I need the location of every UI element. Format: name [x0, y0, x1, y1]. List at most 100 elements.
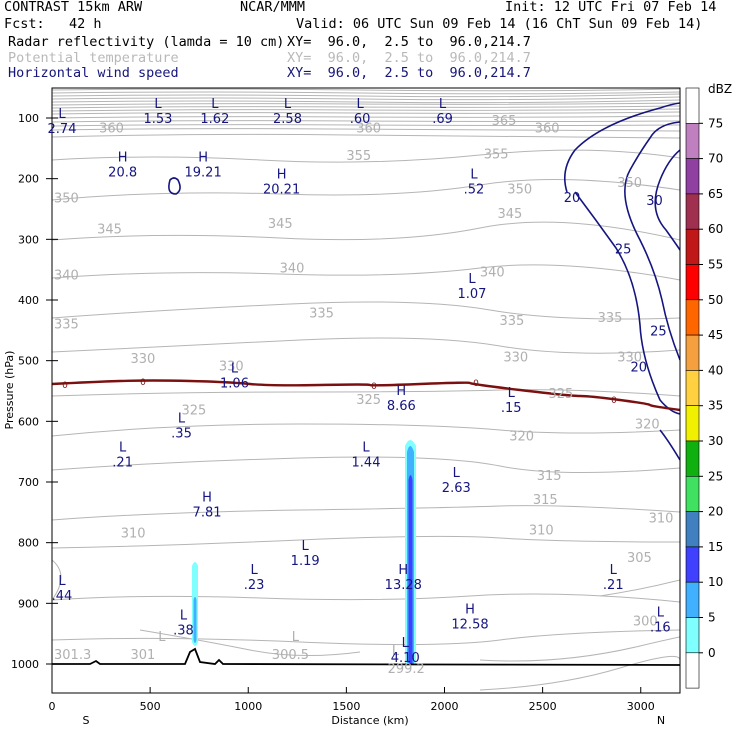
wind-extremum-type: L — [178, 411, 186, 426]
zero-line-label: 0 — [371, 382, 377, 392]
wind-extremum-type: L — [468, 272, 476, 287]
wind-extremum: L1.53 — [143, 97, 172, 127]
wind-extremum-value: .38 — [173, 624, 194, 639]
wind-extremum-value: 1.07 — [457, 287, 486, 302]
theta-label: 305 — [627, 551, 652, 566]
theta-label: 355 — [484, 147, 509, 162]
wind-extremum-type: H — [396, 384, 406, 399]
colorbar-label: 35 — [708, 399, 723, 413]
wind-extremum-value: 7.81 — [193, 505, 222, 520]
wind-extremum-type: L — [119, 441, 127, 456]
theta-label: 340 — [54, 269, 79, 284]
x-tick-label: 3000 — [627, 700, 655, 713]
y-tick-label: 600 — [18, 415, 39, 428]
x-tick-label: 1500 — [332, 700, 360, 713]
colorbar-cell — [685, 123, 700, 159]
theta-label: 310 — [529, 524, 554, 539]
theta-label: 299.2 — [388, 662, 425, 677]
wind-extremum: L1.19 — [291, 539, 320, 569]
wind-extremum-value: 1.62 — [200, 112, 229, 127]
theta-extremum-mark: L — [392, 644, 400, 659]
wind-extremum-value: .16 — [650, 621, 671, 636]
wind-extremum-value: .35 — [171, 426, 192, 441]
colorbar-cell — [685, 158, 700, 195]
theta-label: 350 — [617, 176, 642, 191]
model-title: CONTRAST 15km ARW — [4, 0, 143, 15]
colorbar-label: 15 — [708, 540, 723, 554]
wind-extremum: L2.63 — [442, 466, 471, 496]
north-label: N — [657, 714, 665, 727]
zero-line-label: 0 — [140, 378, 146, 388]
colorbar-label: 25 — [708, 469, 723, 483]
theta-label: 365 — [492, 114, 517, 129]
theta-contour-lines — [52, 88, 680, 646]
x-tick-label: 2000 — [431, 700, 459, 713]
forecast-hour: Fcst: 42 h — [4, 16, 102, 32]
theta-extrema-marks: L LL — [158, 630, 400, 659]
field-xy-wind: XY= 96.0, 2.5 to 96.0,214.7 — [287, 65, 531, 81]
colorbar-cell — [685, 87, 700, 124]
colorbar-cell — [685, 617, 700, 654]
wind-extremum-type: L — [154, 97, 162, 112]
wind-extremum: H13.28 — [385, 563, 422, 593]
colorbar-label: 10 — [708, 575, 723, 589]
wind-extremum-type: L — [439, 97, 447, 112]
colorbar-cell — [685, 228, 700, 265]
wind-extremum: H20.8 — [108, 151, 137, 181]
colorbar-cell — [685, 440, 700, 477]
colorbar-cell — [685, 511, 700, 548]
y-tick-label: 200 — [18, 173, 39, 186]
colorbar-cell — [685, 193, 700, 230]
wind-extremum-type: L — [58, 107, 66, 122]
wind-extremum-type: L — [610, 563, 618, 578]
wind-extremum: H8.66 — [387, 384, 416, 414]
wind-extremum: L2.74 — [48, 107, 77, 137]
colorbar-cell — [685, 652, 700, 689]
theta-label: 315 — [537, 469, 562, 484]
y-tick-label: 300 — [18, 233, 39, 246]
colorbar-cell — [685, 264, 700, 301]
wind-extremum-value: 19.21 — [185, 166, 222, 181]
wind-extremum-value: .60 — [350, 112, 371, 127]
wind-extremum-value: .21 — [603, 578, 624, 593]
zero-line-label: 0 — [611, 396, 617, 406]
valid-time: Valid: 06 UTC Sun 09 Feb 14 (16 ChT Sun … — [296, 16, 703, 32]
field-name-theta: Potential temperature — [8, 50, 179, 66]
theta-label: 310 — [121, 527, 146, 542]
theta-label: 350 — [54, 192, 79, 207]
wind-extremum: L2.58 — [273, 97, 302, 127]
topography-line — [52, 647, 680, 666]
field-xy-theta: XY= 96.0, 2.5 to 96.0,214.7 — [287, 50, 531, 66]
wind-extremum-value: 2.74 — [48, 122, 77, 137]
wind-extremum-type: L — [508, 386, 516, 401]
wind-extremum-value: 8.66 — [387, 399, 416, 414]
wind-extremum: L.15 — [501, 386, 522, 416]
plot-area — [52, 88, 680, 691]
theta-label: 330 — [503, 351, 528, 366]
wind-extremum-type: L — [251, 563, 259, 578]
wind-extremum-value: 2.58 — [273, 112, 302, 127]
wind-extremum: H20.21 — [263, 168, 300, 198]
wind-contour-label: 25 — [615, 242, 632, 257]
colorbar-label: 50 — [708, 293, 723, 307]
wind-extremum-type: H — [277, 168, 287, 183]
colorbar-cell — [685, 299, 700, 336]
theta-label: 345 — [497, 207, 522, 222]
wind-extremum-value: .44 — [52, 589, 73, 604]
colorbar-label: 55 — [708, 258, 723, 272]
theta-label: 330 — [617, 351, 642, 366]
wind-extremum-value: 1.06 — [220, 377, 249, 392]
plot-frame — [51, 87, 681, 694]
wind-extremum-type: H — [198, 151, 208, 166]
wind-extremum: L.16 — [650, 606, 671, 636]
wind-extremum-value: .15 — [501, 401, 522, 416]
wind-extremum-value: .52 — [464, 183, 485, 198]
wind-contour-label: 25 — [650, 324, 667, 339]
wind-extremum: L.69 — [432, 97, 453, 127]
theta-extremum-mark: L — [158, 630, 166, 645]
theta-label: 301 — [131, 648, 156, 663]
colorbar-label: 75 — [708, 116, 723, 130]
wind-extremum-type: L — [180, 609, 188, 624]
y-axis: 100 200 300 400 500 600 700 800 900 1000 — [11, 112, 58, 671]
